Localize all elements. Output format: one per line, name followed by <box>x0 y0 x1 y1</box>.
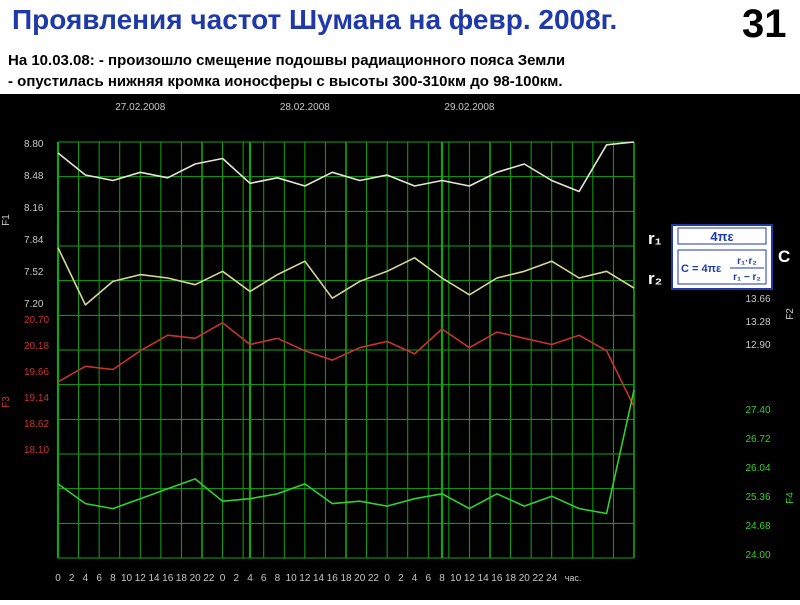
series-line-f1 <box>57 141 635 193</box>
x-tick-label: 16 <box>491 573 503 584</box>
x-tick-label: 10 <box>121 573 133 584</box>
x-tick-label: 2 <box>69 573 75 584</box>
x-tick-label: 24 <box>546 573 558 584</box>
formula-output: C <box>778 247 790 266</box>
left-tick-label: 7.52 <box>24 267 44 278</box>
slide-number: 31 <box>742 2 787 46</box>
x-tick-label: 6 <box>96 573 102 584</box>
left-tick-label: 18.10 <box>24 445 49 456</box>
axis-label-f4: F4 <box>785 492 796 504</box>
formula-num: r₁·r₂ <box>737 256 757 267</box>
formula-body-cell <box>677 249 767 285</box>
x-tick-label: 4 <box>247 573 253 584</box>
x-tick-label: 6 <box>426 573 432 584</box>
chart-scales: 27.02.2008 28.02.2008 29.02.2008 8.80 8.48 8.… <box>1 102 796 584</box>
x-tick-label: 10 <box>286 573 298 584</box>
chart-grid <box>56 141 635 559</box>
left-tick-label: 8.48 <box>24 171 44 182</box>
left-tick-label: 7.84 <box>24 235 44 246</box>
axis-label-f1: F1 <box>1 214 12 226</box>
right-tick-label: 13.28 <box>745 317 770 328</box>
formula-r2: r₂ <box>648 269 662 288</box>
left-tick-label: 8.80 <box>24 139 44 150</box>
series-line-f4 <box>57 389 635 515</box>
x-tick-label: 4 <box>83 573 89 584</box>
date-statement: На 10.03.08: - произошло смещение подошв… <box>8 52 566 69</box>
right-tick-label: 24.00 <box>745 550 770 561</box>
x-tick-label: 18 <box>340 573 352 584</box>
x-tick-label: 12 <box>135 573 147 584</box>
ionosphere-statement: - опустилась нижняя кромка ионосферы с в… <box>8 73 563 90</box>
date-label: 28.02.2008 <box>280 102 330 113</box>
right-tick-label: 24.68 <box>745 521 770 532</box>
formula-den: r₁ − r₂ <box>733 272 761 283</box>
x-tick-label: 18 <box>505 573 517 584</box>
left-tick-label: 20.18 <box>24 341 49 352</box>
left-tick-label: 20.70 <box>24 315 49 326</box>
x-tick-label: 2 <box>234 573 240 584</box>
x-tick-label: 20 <box>190 573 202 584</box>
x-tick-label: 4 <box>412 573 418 584</box>
x-tick-label: 8 <box>439 573 445 584</box>
formula-r1: r₁ <box>648 229 662 248</box>
x-tick-label: 22 <box>368 573 380 584</box>
slide-title: Проявления частот Шумана на февр. 2008г. <box>12 4 618 35</box>
x-tick-label: 8 <box>275 573 281 584</box>
axis-label-f3: F3 <box>1 396 12 408</box>
x-tick-label: 14 <box>148 573 160 584</box>
x-tick-label: 14 <box>313 573 325 584</box>
x-tick-label: 8 <box>110 573 116 584</box>
left-tick-label: 19.66 <box>24 367 49 378</box>
x-tick-label: 22 <box>532 573 544 584</box>
x-tick-label: 10 <box>450 573 462 584</box>
left-tick-label: 19.14 <box>24 393 49 404</box>
x-tick-label: 14 <box>478 573 490 584</box>
x-tick-label: 12 <box>299 573 311 584</box>
axis-label-f2: F2 <box>785 308 796 320</box>
x-tick-label: 22 <box>203 573 215 584</box>
x-tick-label: 6 <box>261 573 267 584</box>
right-tick-label: 12.90 <box>745 340 770 351</box>
formula-top-cell <box>677 227 767 245</box>
left-tick-label: 18.62 <box>24 419 49 430</box>
x-tick-label: 0 <box>220 573 226 584</box>
chart-series <box>57 141 635 515</box>
formula-top: 4πε <box>710 229 733 244</box>
x-tick-label: 20 <box>519 573 531 584</box>
left-tick-label: 7.20 <box>24 299 44 310</box>
x-tick-label: 16 <box>327 573 339 584</box>
left-tick-label: 8.16 <box>24 203 44 214</box>
date-label: 27.02.2008 <box>115 102 165 113</box>
x-tick-label: 18 <box>176 573 188 584</box>
right-tick-label: 13.66 <box>745 294 770 305</box>
right-tick-label: 25.36 <box>745 492 770 503</box>
chart-svg: 27.02.2008 28.02.2008 29.02.2008 8.80 8.48 8.… <box>1 102 796 584</box>
x-unit-label: час. <box>565 573 582 583</box>
x-tick-label: 0 <box>384 573 390 584</box>
right-tick-label: 26.72 <box>745 434 770 445</box>
formula-box: r₁ r₂ 4πε C = 4πε r₁·r₂ r₁ − r₂ C <box>648 224 790 290</box>
formula-eq: C = 4πε <box>681 263 722 275</box>
right-tick-label: 27.40 <box>745 405 770 416</box>
x-tick-label: 16 <box>162 573 174 584</box>
series-line-f3 <box>57 321 635 408</box>
x-tick-label: 12 <box>464 573 476 584</box>
x-tick-label: 2 <box>398 573 404 584</box>
series-line-f2 <box>57 247 635 306</box>
date-label: 29.02.2008 <box>444 102 494 113</box>
schumann-chart: 27.02.2008 28.02.2008 29.02.2008 8.80 8.48 8.… <box>0 94 800 600</box>
x-tick-label: 0 <box>55 573 61 584</box>
right-tick-label: 26.04 <box>745 463 770 474</box>
x-tick-label: 20 <box>354 573 366 584</box>
